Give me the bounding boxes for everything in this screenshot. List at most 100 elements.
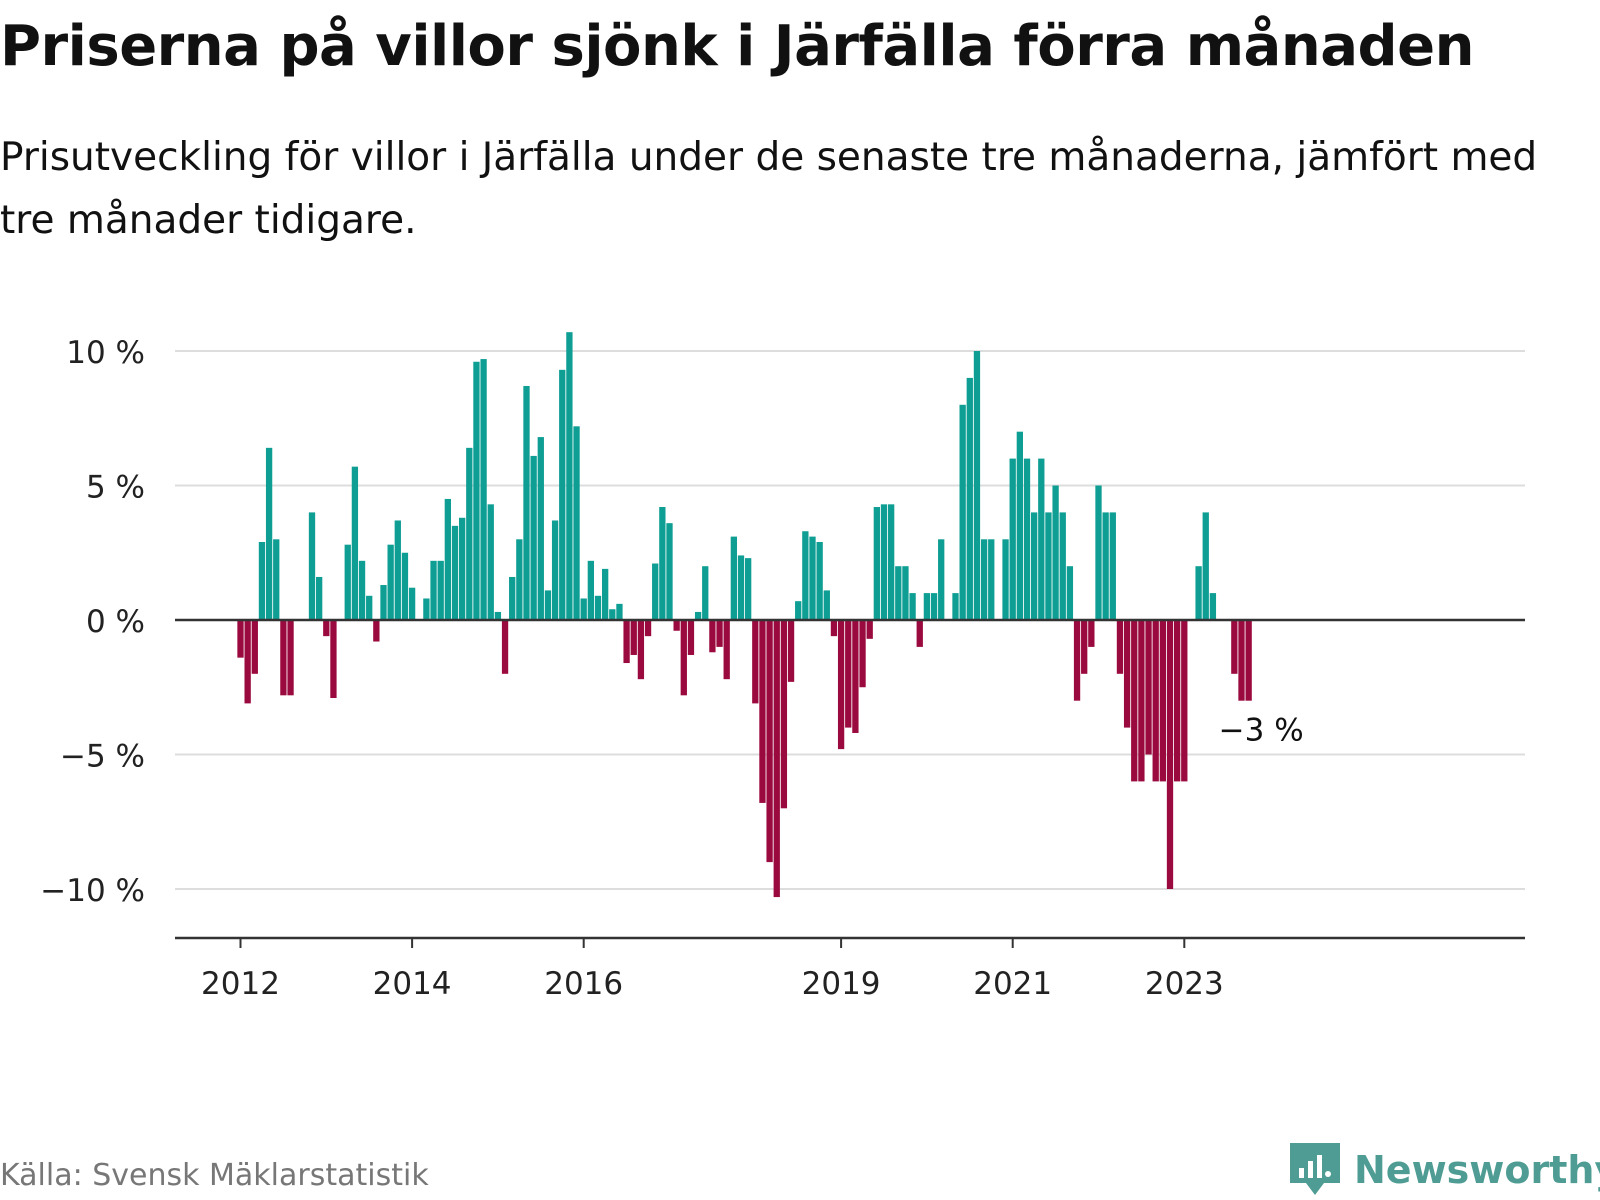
bar bbox=[1195, 566, 1202, 620]
bar bbox=[980, 539, 988, 620]
bar bbox=[1116, 620, 1124, 674]
bar bbox=[280, 620, 287, 696]
bar bbox=[766, 620, 773, 863]
bar bbox=[1245, 620, 1252, 701]
y-tick-label: 0 % bbox=[86, 604, 145, 640]
bar bbox=[1181, 620, 1188, 782]
bar bbox=[923, 593, 931, 620]
bar bbox=[344, 544, 351, 620]
bar bbox=[251, 620, 258, 674]
bar bbox=[351, 466, 359, 620]
y-tick-label: 10 % bbox=[66, 335, 145, 371]
bar bbox=[273, 539, 280, 620]
bar bbox=[737, 555, 745, 620]
bar bbox=[1174, 620, 1181, 782]
bar bbox=[823, 590, 830, 620]
bar bbox=[573, 426, 580, 620]
bar bbox=[637, 620, 645, 680]
bar bbox=[423, 598, 430, 620]
bar bbox=[852, 620, 859, 733]
bar bbox=[602, 568, 609, 620]
bar bbox=[630, 620, 637, 655]
bar bbox=[973, 351, 981, 620]
bar bbox=[1238, 620, 1245, 701]
y-tick-label: −5 % bbox=[60, 739, 145, 775]
bar bbox=[1016, 431, 1023, 620]
bar bbox=[459, 517, 466, 620]
bar bbox=[909, 593, 916, 620]
bar bbox=[709, 620, 716, 653]
bar bbox=[773, 620, 780, 898]
bar bbox=[687, 620, 695, 655]
bar bbox=[1002, 539, 1009, 620]
bar bbox=[258, 541, 266, 620]
bar bbox=[1166, 620, 1174, 889]
bar bbox=[902, 566, 909, 620]
bar bbox=[265, 447, 273, 620]
bar bbox=[1095, 485, 1102, 620]
bar bbox=[444, 498, 451, 620]
bar bbox=[594, 595, 602, 620]
bar bbox=[408, 587, 416, 620]
bar bbox=[1109, 512, 1116, 620]
brand-name: Newsworthy bbox=[1354, 1148, 1600, 1192]
bar bbox=[845, 620, 852, 728]
bar bbox=[1102, 512, 1109, 620]
bar bbox=[730, 536, 737, 620]
bar bbox=[930, 593, 938, 620]
chart-subtitle: Prisutveckling för villor i Järfälla und… bbox=[0, 135, 1538, 243]
bar bbox=[487, 504, 494, 620]
bar bbox=[1231, 620, 1238, 674]
bar bbox=[652, 563, 659, 620]
bar bbox=[616, 603, 623, 620]
bar bbox=[859, 620, 866, 688]
bar bbox=[609, 609, 616, 620]
bar-chart: 10 % 5 % 0 % −5 % −10 % 2012 2014 2016 2019 2021 2… bbox=[40, 332, 1525, 1002]
bar bbox=[494, 611, 502, 620]
bar bbox=[716, 620, 723, 647]
bar bbox=[952, 593, 959, 620]
bar bbox=[1138, 620, 1145, 782]
bar bbox=[802, 531, 809, 620]
y-tick-label: −10 % bbox=[40, 873, 145, 909]
x-tick-label: 2023 bbox=[1145, 966, 1224, 1002]
bar bbox=[1159, 620, 1166, 782]
bar bbox=[1081, 620, 1088, 674]
brand-logo[interactable]: Newsworthy bbox=[1290, 1143, 1600, 1196]
bar bbox=[988, 539, 995, 620]
bar bbox=[530, 455, 537, 620]
bar bbox=[1023, 458, 1031, 620]
y-tick-label: 5 % bbox=[86, 470, 145, 506]
bar bbox=[694, 611, 702, 620]
bar bbox=[1152, 620, 1159, 782]
bar bbox=[437, 560, 444, 620]
bar bbox=[380, 585, 387, 620]
bar bbox=[587, 560, 594, 620]
bar bbox=[666, 523, 673, 620]
bar bbox=[809, 536, 816, 620]
x-tick-label: 2021 bbox=[973, 966, 1052, 1002]
source-note: Källa: Svensk Mäklarstatistik bbox=[0, 1158, 429, 1193]
bar bbox=[659, 507, 666, 620]
bar bbox=[316, 576, 323, 620]
bar bbox=[1031, 512, 1038, 620]
bar bbox=[401, 552, 409, 620]
bar bbox=[466, 447, 473, 620]
x-tick-label: 2016 bbox=[544, 966, 623, 1002]
x-tick-label: 2014 bbox=[373, 966, 452, 1002]
bar bbox=[837, 620, 845, 750]
bar bbox=[480, 359, 487, 620]
bar bbox=[1009, 458, 1016, 620]
newsworthy-logo-icon bbox=[1290, 1143, 1340, 1195]
bar bbox=[866, 620, 873, 639]
bar bbox=[702, 566, 709, 620]
bar bbox=[623, 620, 630, 664]
bar bbox=[830, 620, 838, 637]
bar bbox=[1145, 620, 1152, 755]
bar bbox=[430, 560, 437, 620]
bar bbox=[559, 369, 566, 620]
bar bbox=[473, 361, 480, 620]
bar bbox=[358, 560, 366, 620]
bar bbox=[537, 437, 544, 620]
bar bbox=[780, 620, 788, 809]
